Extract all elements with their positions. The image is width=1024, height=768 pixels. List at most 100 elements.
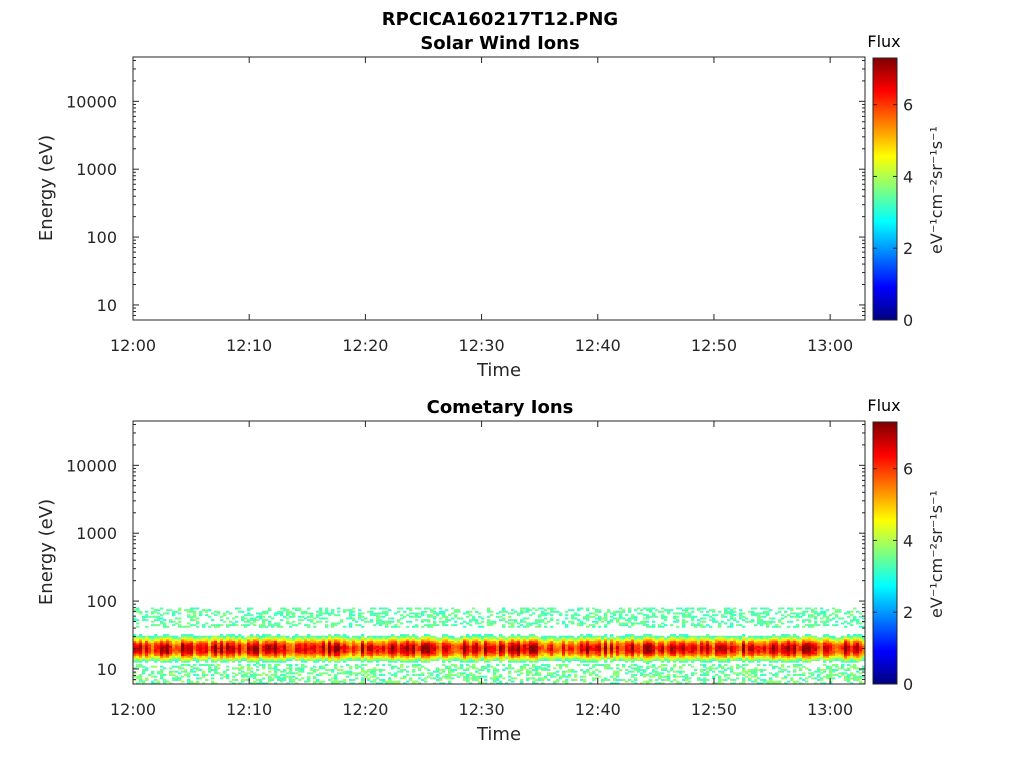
flux-cell [301,654,305,657]
flux-cell [475,640,479,643]
flux-cell [427,649,431,652]
flux-cell [532,642,536,645]
flux-cell [286,655,290,658]
flux-cell [592,637,596,640]
flux-cell [388,672,392,675]
flux-cell [352,639,356,642]
flux-cell [169,672,173,675]
flux-cell [403,640,407,643]
flux-cell [226,610,230,613]
flux-cell [160,660,164,663]
flux-cell [277,647,281,650]
flux-cell [511,650,515,653]
flux-cell [241,645,245,648]
flux-cell [205,660,209,663]
flux-cell [238,642,242,645]
flux-cell [139,649,143,652]
flux-cell [220,642,224,645]
flux-cell [262,637,266,640]
flux-cell [469,652,473,655]
flux-cell [136,637,140,640]
flux-cell [412,655,416,658]
flux-cell [247,609,251,612]
flux-cell [652,657,656,660]
flux-cell [349,625,353,628]
flux-cell [700,650,704,653]
flux-cell [376,654,380,657]
flux-cell [466,645,470,648]
flux-cell [601,664,605,666]
flux-cell [625,642,629,645]
flux-cell [523,659,527,662]
flux-cell [265,637,269,640]
flux-cell [277,659,281,662]
flux-cell [541,610,545,613]
flux-cell [202,675,206,678]
flux-cell [409,677,413,680]
flux-cell [253,682,257,685]
flux-cell [379,644,383,647]
flux-cell [184,640,188,643]
flux-cell [238,634,242,637]
flux-cell [199,657,203,660]
flux-cell [694,654,698,657]
flux-cell [220,619,224,622]
flux-cell [475,679,479,681]
flux-cell [502,654,506,657]
flux-cell [631,647,635,650]
flux-cell [328,614,332,617]
flux-cell [673,642,677,645]
x-axis: 12:00 12:10 12:20 12:30 12:40 12:50 13:00 [110,57,853,355]
flux-cell [472,650,476,653]
flux-cell [355,635,359,638]
flux-cell [268,654,272,657]
flux-cell [679,650,683,653]
flux-cell [304,642,308,645]
flux-cell [550,659,554,662]
flux-cell [334,614,338,617]
flux-cell [448,659,452,662]
flux-cell [268,652,272,655]
flux-cell [412,647,416,650]
flux-cell [607,679,611,681]
flux-cell [334,675,338,678]
flux-cell [274,624,278,627]
flux-cell [415,655,419,658]
flux-cell [715,655,719,658]
flux-cell [574,652,578,655]
flux-cell [631,645,635,648]
flux-cell [319,609,323,612]
flux-cell [169,635,173,638]
flux-cell [568,659,572,662]
flux-cell [613,647,617,650]
flux-cell [424,640,428,643]
flux-cell [289,657,293,660]
flux-cell [175,655,179,658]
flux-cell [547,637,551,640]
flux-cell [520,660,524,663]
flux-cell [280,659,284,662]
flux-cell [583,675,587,678]
flux-cell [547,672,551,675]
flux-cell [583,654,587,657]
flux-cell [529,639,533,642]
flux-cell [190,645,194,648]
flux-cell [559,645,563,648]
flux-cell [247,649,251,652]
flux-cell [364,639,368,642]
flux-cell [658,625,662,628]
flux-cell [490,614,494,617]
flux-cell [244,620,248,623]
flux-cell [166,637,170,640]
flux-cell [532,640,536,643]
flux-cell [388,650,392,653]
flux-cell [631,667,635,670]
flux-cell [535,665,539,668]
flux-cell [670,649,674,652]
flux-cell [499,619,503,622]
flux-cell [202,650,206,653]
flux-cell [250,637,254,640]
flux-cell [598,657,602,660]
flux-cell [478,669,482,671]
flux-cell [439,647,443,650]
